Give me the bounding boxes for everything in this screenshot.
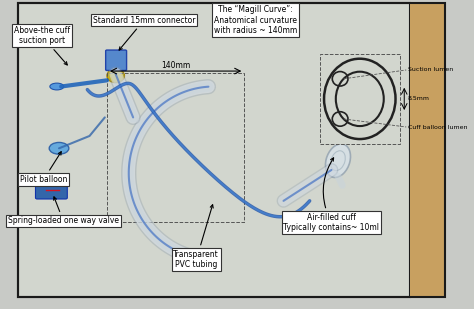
Text: Cuff balloon lumen: Cuff balloon lumen xyxy=(408,125,467,130)
Text: Above-the cuff
suction port: Above-the cuff suction port xyxy=(14,26,70,65)
FancyBboxPatch shape xyxy=(410,3,445,297)
Text: Suction lumen: Suction lumen xyxy=(408,67,453,72)
Ellipse shape xyxy=(50,83,64,90)
Ellipse shape xyxy=(49,142,69,154)
Text: Air-filled cuff
Typically contains~ 10ml: Air-filled cuff Typically contains~ 10ml xyxy=(283,158,380,232)
FancyBboxPatch shape xyxy=(18,3,410,297)
Ellipse shape xyxy=(326,144,350,177)
FancyBboxPatch shape xyxy=(36,182,67,199)
FancyBboxPatch shape xyxy=(319,54,400,144)
FancyBboxPatch shape xyxy=(106,50,127,70)
Text: Standard 15mm connector: Standard 15mm connector xyxy=(93,15,195,50)
Text: 8.5mm: 8.5mm xyxy=(408,96,430,101)
Text: The “Magill Curve”:
Anatomical curvature
with radius ~ 140mm: The “Magill Curve”: Anatomical curvature… xyxy=(214,5,297,35)
Text: 140mm: 140mm xyxy=(161,61,190,70)
Ellipse shape xyxy=(107,69,124,83)
Text: Transparent
PVC tubing: Transparent PVC tubing xyxy=(173,205,219,269)
Text: Pilot balloon: Pilot balloon xyxy=(20,152,67,184)
Text: Spring-loaded one way valve: Spring-loaded one way valve xyxy=(8,197,119,226)
